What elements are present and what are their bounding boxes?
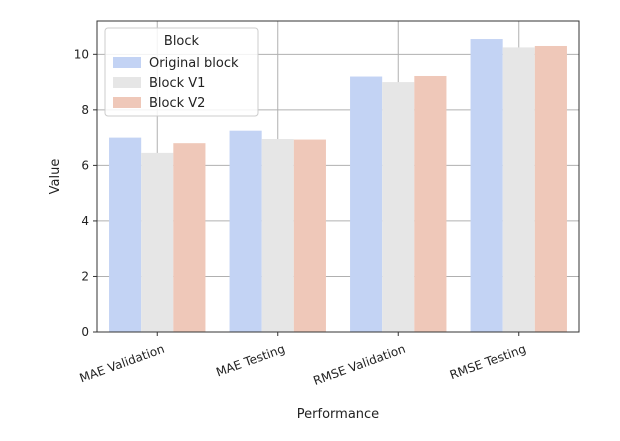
bar-block-v1 xyxy=(261,139,294,332)
legend-swatch xyxy=(113,97,141,108)
legend-box xyxy=(104,27,259,117)
y-tick-label: 4 xyxy=(81,214,89,228)
bars xyxy=(109,39,567,333)
y-tick-label: 2 xyxy=(81,269,89,283)
y-tick-label: 8 xyxy=(81,103,89,117)
y-tick-label: 10 xyxy=(74,47,89,61)
plot-frame xyxy=(96,20,580,333)
y-axis-label: Value xyxy=(48,159,63,195)
legend-swatch xyxy=(113,57,141,68)
x-tick-label: RMSE Validation xyxy=(311,342,407,388)
legend-title: Block xyxy=(164,34,200,49)
x-tick-label: MAE Validation xyxy=(78,342,167,386)
bar-original-block xyxy=(350,76,383,333)
legend-label: Block V1 xyxy=(149,76,205,91)
y-tick-label: 0 xyxy=(81,325,89,339)
legend-label: Block V2 xyxy=(149,96,205,111)
x-axis-label: Performance xyxy=(297,407,379,422)
bar-original-block xyxy=(109,137,142,332)
legend-swatch xyxy=(113,77,141,88)
x-axis: MAE Validation MAE Testing RMSE Validation… xyxy=(78,332,528,388)
x-tick-label: RMSE Testing xyxy=(448,342,528,382)
bar-block-v1 xyxy=(502,47,535,333)
legend-label: Original block xyxy=(149,56,239,71)
bar-block-v1 xyxy=(141,152,174,332)
bar-block-v2 xyxy=(173,143,206,332)
y-tick-label: 6 xyxy=(81,158,89,172)
bar-original-block xyxy=(229,130,262,332)
legend: Block Original block Block V1 Block V2 xyxy=(104,27,259,117)
bar-block-v2 xyxy=(534,45,567,333)
bar-original-block xyxy=(470,39,503,333)
x-tick-label: MAE Testing xyxy=(214,342,287,380)
bar-block-v1 xyxy=(382,82,415,332)
bar-block-v2 xyxy=(293,139,326,332)
bar-block-v2 xyxy=(414,75,447,333)
y-axis: 0 2 4 6 8 10 xyxy=(74,47,97,339)
